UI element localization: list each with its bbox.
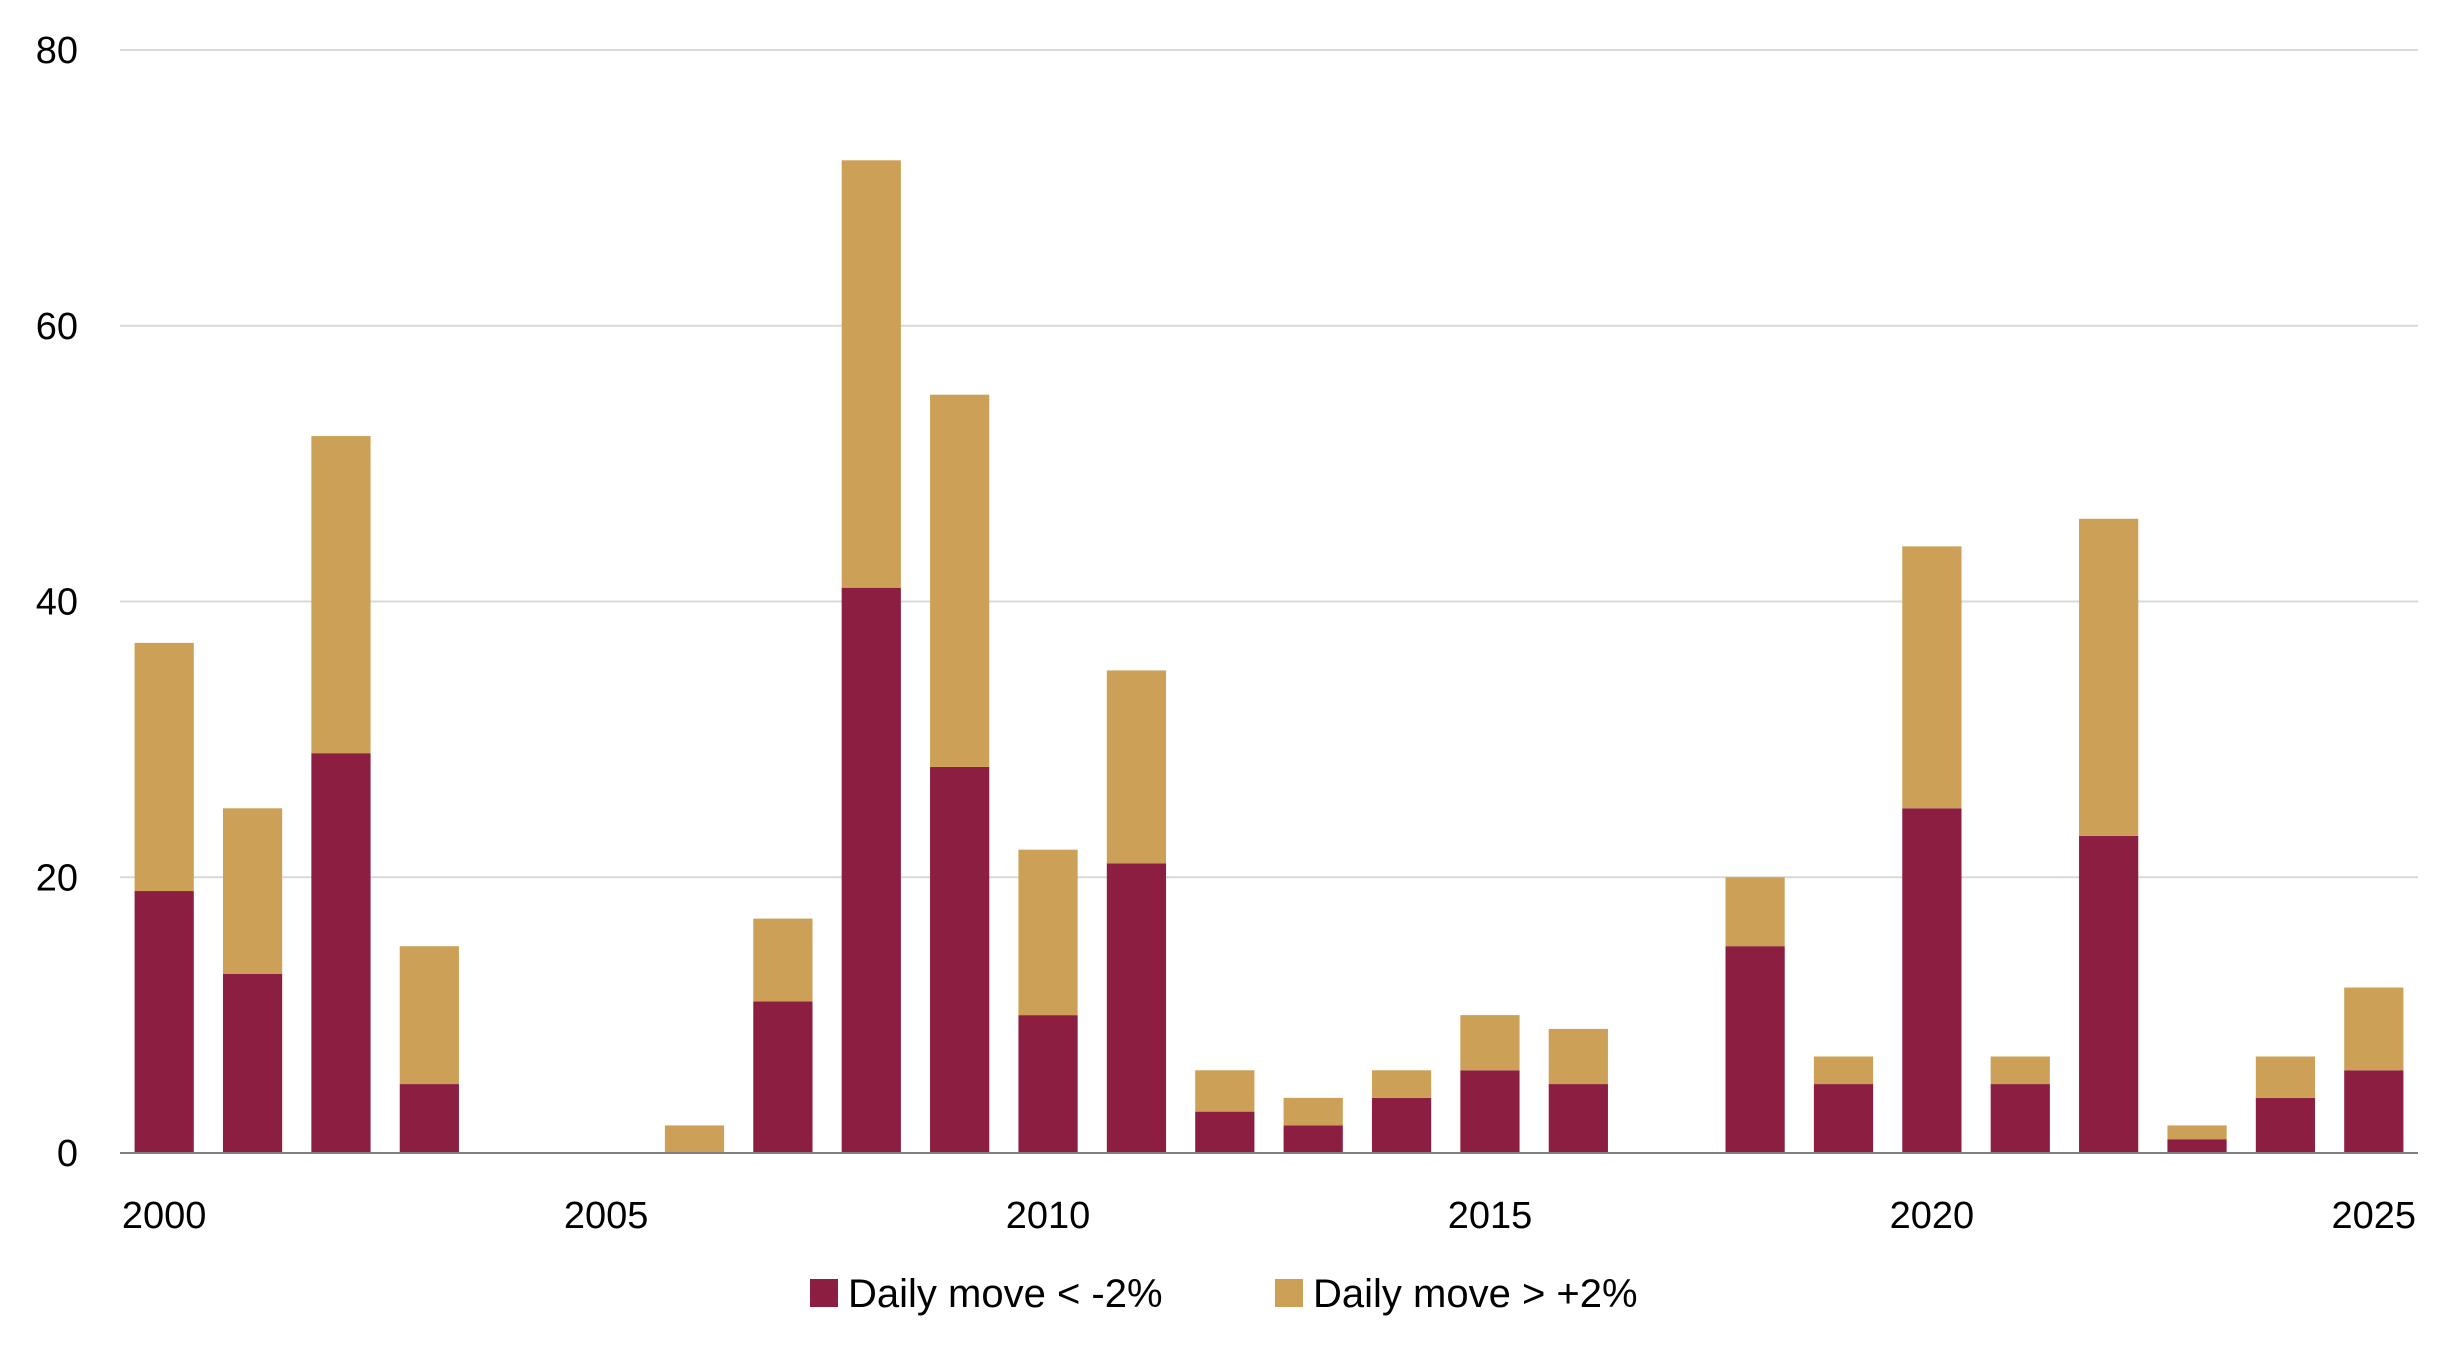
bar-segment-down-2012 <box>1195 1111 1255 1153</box>
bar-segment-down-2023 <box>2167 1139 2227 1153</box>
legend-swatch-down <box>810 1279 838 1307</box>
bar-segment-down-2003 <box>399 1084 459 1153</box>
bar-segment-down-2011 <box>1106 863 1167 1153</box>
y-tick-label: 20 <box>36 857 78 899</box>
bar-segment-up-2000 <box>134 642 194 892</box>
bar-segment-down-2010 <box>1018 1015 1078 1153</box>
bar-segment-down-2020 <box>1902 808 1962 1153</box>
bar-segment-down-2015 <box>1460 1070 1520 1153</box>
bar-segment-up-2008 <box>841 160 901 588</box>
x-tick-label: 2010 <box>1006 1195 1091 1237</box>
bar-segment-down-2001 <box>222 973 283 1153</box>
legend-swatch-up <box>1275 1279 1303 1307</box>
gridlines <box>120 49 2418 879</box>
bar-segment-up-2024 <box>2255 1056 2316 1098</box>
bar-segment-down-2024 <box>2255 1097 2316 1153</box>
bar-segment-down-2021 <box>1990 1084 2050 1153</box>
bar-segment-up-2025 <box>2344 987 2404 1071</box>
y-tick-label: 0 <box>57 1133 78 1175</box>
bar-segment-up-2022 <box>2079 518 2139 836</box>
bar-segment-down-2025 <box>2344 1070 2404 1153</box>
legend: Daily move < -2% Daily move > +2% <box>810 1272 1638 1316</box>
bar-segment-up-2003 <box>399 946 459 1085</box>
y-tick-label: 80 <box>36 30 78 72</box>
bar-segment-down-2022 <box>2079 835 2139 1153</box>
legend-label-down: Daily move < -2% <box>848 1272 1163 1316</box>
y-tick-label: 40 <box>36 582 78 624</box>
bar-segment-up-2009 <box>930 394 990 767</box>
bar-segment-down-2016 <box>1548 1084 1608 1153</box>
bar-segment-down-2007 <box>753 1001 813 1153</box>
bar-segment-up-2023 <box>2167 1125 2227 1140</box>
bar-segment-up-2014 <box>1371 1070 1432 1098</box>
bar-segment-up-2019 <box>1813 1056 1874 1085</box>
bar-segment-up-2002 <box>311 436 371 754</box>
bar-segment-up-2021 <box>1990 1056 2050 1085</box>
y-tick-label: 60 <box>36 306 78 348</box>
bar-segment-up-2007 <box>753 918 813 1002</box>
x-tick-label: 2015 <box>1448 1195 1533 1237</box>
legend-label-up: Daily move > +2% <box>1313 1272 1638 1316</box>
bar-segment-down-2009 <box>930 766 990 1153</box>
bar-segment-down-2000 <box>134 891 194 1153</box>
bar-segment-down-2008 <box>841 587 901 1153</box>
bar-segment-up-2015 <box>1460 1015 1520 1071</box>
bar-segment-up-2001 <box>222 808 283 974</box>
bar-segment-down-2013 <box>1283 1125 1343 1153</box>
bar-segment-up-2012 <box>1195 1070 1255 1112</box>
bar-segment-up-2006 <box>664 1125 725 1153</box>
bars <box>134 160 2404 1153</box>
bar-segment-up-2013 <box>1283 1097 1343 1126</box>
bar-segment-down-2014 <box>1371 1097 1432 1153</box>
y-axis-tick-labels: 0 20 40 60 80 <box>36 30 78 1175</box>
bar-segment-up-2018 <box>1725 877 1785 947</box>
bar-segment-down-2002 <box>311 753 371 1153</box>
x-tick-label: 2025 <box>2332 1195 2417 1237</box>
x-axis-tick-labels: 2000 2005 2010 2015 2020 2025 <box>122 1195 2416 1237</box>
bar-segment-up-2016 <box>1548 1028 1608 1085</box>
x-tick-label: 2000 <box>122 1195 207 1237</box>
bar-segment-down-2018 <box>1725 946 1785 1153</box>
bar-segment-up-2010 <box>1018 849 1078 1016</box>
bar-segment-down-2019 <box>1813 1084 1874 1153</box>
bar-segment-up-2011 <box>1106 670 1167 864</box>
x-tick-label: 2005 <box>564 1195 649 1237</box>
x-tick-label: 2020 <box>1890 1195 1975 1237</box>
bar-segment-up-2020 <box>1902 546 1962 809</box>
